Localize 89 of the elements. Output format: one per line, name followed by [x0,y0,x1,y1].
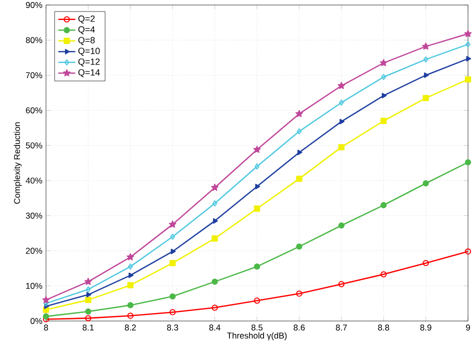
y-tick-label: 20% [26,248,42,254]
point [128,272,134,278]
x-tick-label: 8.7 [336,324,347,331]
point [127,312,134,319]
point [85,296,92,304]
point [212,278,218,285]
point [338,222,344,229]
x-tick-label: 8.9 [420,324,432,331]
x-tick-label: 8.6 [294,324,305,331]
point [464,30,472,38]
point [84,278,92,285]
point [338,281,344,288]
point [254,298,260,304]
point [380,118,387,124]
point [422,260,429,266]
x-tick-label: 8.1 [82,324,94,331]
x-tick-label: 8.3 [167,324,178,331]
y-tick-label: 50% [26,142,42,148]
x-tick-label: 8 [44,324,48,331]
point [466,56,472,62]
x-tick-label: 8.2 [124,324,136,331]
point [296,110,303,118]
point [254,163,260,170]
legend-label: Q=10 [78,48,100,56]
y-tick-label: 90% [26,2,42,8]
point [382,92,387,98]
point [170,248,176,254]
point [170,309,176,316]
point [296,128,302,134]
point [213,218,218,224]
legend-label: Q=2 [78,16,95,24]
x-tick-label: 8.4 [209,324,220,331]
legend-label: Q=12 [78,58,100,66]
legend-label: Q=4 [78,26,95,34]
point [296,243,302,250]
point [423,56,428,63]
point [212,235,218,242]
point [127,302,134,308]
point [86,286,91,292]
y-tick-label: 70% [26,72,42,78]
point [422,42,430,50]
point [422,180,429,186]
y-tick-label: 10% [26,282,42,289]
point [211,184,219,191]
point [127,282,134,288]
point [42,296,50,304]
point [380,271,387,278]
point [254,206,260,212]
point [381,74,386,80]
point [86,292,92,298]
y-tick-label: 40% [26,178,42,184]
point [85,308,92,315]
point [422,94,429,102]
legend-label: Q=14 [78,69,100,78]
x-tick-label: 8.5 [251,324,263,331]
point [170,234,176,240]
point [338,100,344,106]
point [424,72,429,78]
point [85,315,92,322]
x-tick-label: 9 [466,324,470,331]
point [253,146,261,153]
x-tick-label: 8.8 [378,324,390,331]
point [464,159,472,166]
point [380,202,387,208]
point [128,263,133,270]
y-tick-label: 30% [26,212,42,219]
point [296,176,302,182]
point [338,82,346,89]
point [464,76,472,83]
point [380,59,388,66]
point [212,200,218,206]
point [168,220,176,228]
y-tick-label: 80% [26,37,42,44]
point [170,260,176,266]
point [42,313,50,320]
y-tick-label: 60% [26,107,42,114]
point [126,253,134,260]
point [297,150,302,156]
point [338,144,344,150]
y-tick-label: 0% [30,318,42,324]
point [254,263,260,270]
y-axis-title: Complexity Reduction [14,122,22,204]
point [296,290,302,297]
x-axis-title: Threshold γ(dB) [227,332,287,340]
point [255,184,260,190]
point [340,118,344,124]
point [170,293,176,300]
point [212,304,218,311]
legend-label: Q=8 [78,36,95,45]
